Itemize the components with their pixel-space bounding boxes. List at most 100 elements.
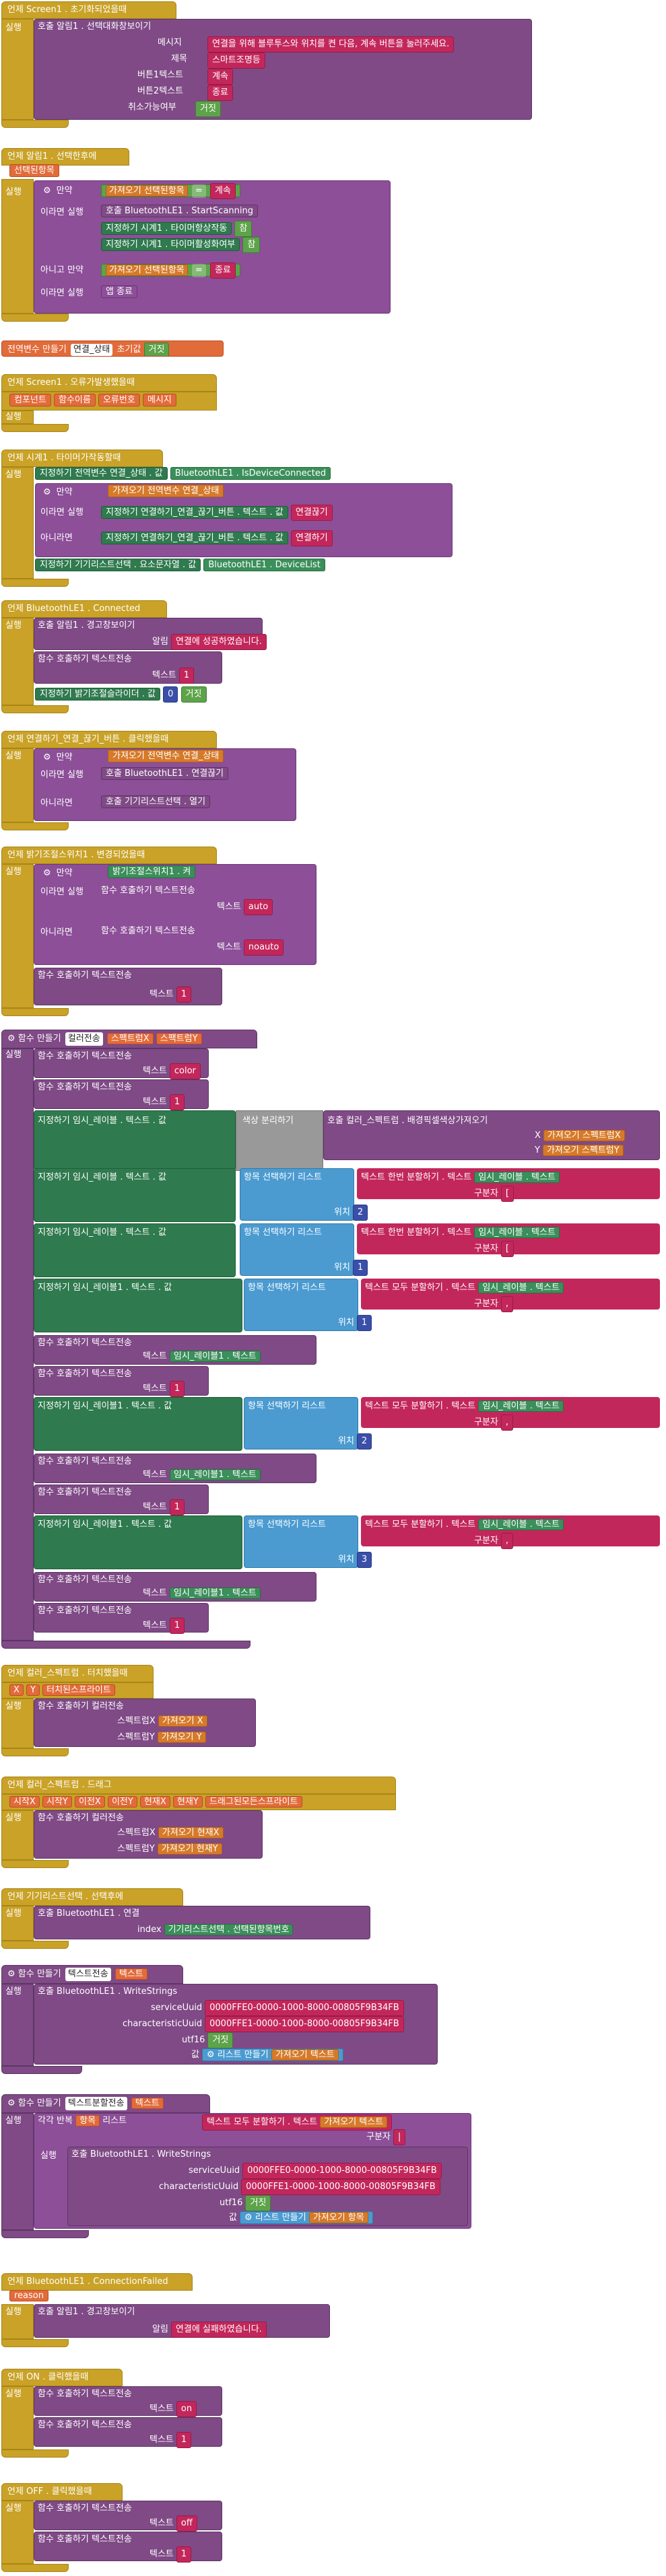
- temp-label1-text[interactable]: 임시_레이블1 . 텍스트: [169, 1587, 261, 1599]
- string-block[interactable]: auto: [243, 899, 273, 915]
- select-list-item[interactable]: [240, 1168, 354, 1221]
- string-block[interactable]: ,: [500, 1296, 514, 1312]
- global-var-connection-state[interactable]: 전역변수 만들기 연결_상태 초기값 거짓: [1, 341, 224, 357]
- gear-icon[interactable]: ⚙: [43, 868, 51, 878]
- param-errornumber[interactable]: 오류번호: [98, 394, 140, 406]
- bool-block[interactable]: 거짓: [195, 101, 221, 117]
- string-block[interactable]: [: [500, 1241, 514, 1257]
- set-timer-enabled[interactable]: 지정하기 시계1 . 타이머활성화여부: [101, 238, 240, 251]
- string-block[interactable]: ,: [500, 1533, 514, 1549]
- param-selected[interactable]: 선택된항목: [9, 164, 59, 177]
- gear-icon[interactable]: ⚙: [7, 2098, 15, 2108]
- call-color-send[interactable]: [34, 1810, 263, 1859]
- event-listpicker-afterpicking[interactable]: 언제 기기리스트선택 . 선택후에: [1, 1888, 183, 1906]
- selection-index[interactable]: 기기리스트선택 . 선택된항목번호: [164, 1924, 294, 1935]
- gear-icon[interactable]: ⚙: [7, 1034, 15, 1044]
- bool-block[interactable]: 참: [234, 221, 253, 237]
- string-block[interactable]: 1: [176, 2432, 192, 2448]
- set-temp-label1[interactable]: [34, 1397, 242, 1451]
- event-notifier-afterchoosing[interactable]: 언제 알림1 . 선택한후에: [1, 148, 129, 166]
- string-block[interactable]: 1: [169, 1499, 185, 1515]
- set-slider[interactable]: 지정하기 밝기조절슬라이더 . 값: [35, 688, 161, 701]
- param-x[interactable]: 스팩트럼X: [106, 1033, 154, 1044]
- temp-label-text[interactable]: 임시_레이블 . 텍스트: [478, 1519, 564, 1530]
- gear-icon[interactable]: ⚙: [43, 186, 51, 196]
- set-button-text[interactable]: 지정하기 연결하기_연결_끊기_버튼 . 텍스트 . 값: [101, 506, 288, 519]
- string-block[interactable]: 1: [169, 1094, 185, 1110]
- string-block[interactable]: 스마트조명등: [207, 52, 265, 69]
- number-block[interactable]: 1: [356, 1315, 372, 1331]
- string-block[interactable]: 연결에 실패하였습니다.: [170, 2322, 267, 2338]
- string-block[interactable]: 1: [178, 668, 195, 684]
- string-block[interactable]: color: [169, 1063, 201, 1079]
- param-prevx[interactable]: 이전X: [74, 1796, 105, 1808]
- select-list-item[interactable]: [244, 1397, 358, 1450]
- get-y[interactable]: 가져오기 Y: [157, 1731, 206, 1743]
- string-block[interactable]: [: [500, 1186, 514, 1202]
- string-block[interactable]: 1: [169, 1618, 185, 1634]
- bt-isconnected[interactable]: BluetoothLE1 . IsDeviceConnected: [170, 467, 331, 480]
- number-block[interactable]: 3: [356, 1552, 372, 1568]
- event-off-click[interactable]: 언제 OFF . 클릭했을때: [1, 2483, 123, 2501]
- bt-devicelist[interactable]: BluetoothLE1 . DeviceList: [203, 559, 325, 571]
- temp-label-text[interactable]: 임시_레이블 . 텍스트: [478, 1282, 564, 1293]
- param-startx[interactable]: 시작X: [9, 1796, 40, 1808]
- param-message[interactable]: 메시지: [142, 394, 176, 406]
- split-color-block[interactable]: [236, 1110, 323, 1171]
- number-block[interactable]: 0: [163, 686, 178, 703]
- string-block[interactable]: 0000FFE0-0000-1000-8000-00805F9B34FB: [242, 2163, 442, 2179]
- get-y[interactable]: 가져오기 스펙트럼Y: [542, 1145, 624, 1156]
- param-prevy[interactable]: 이전Y: [107, 1796, 137, 1808]
- param-text[interactable]: 텍스트: [131, 2098, 164, 2109]
- set-temp-label[interactable]: [34, 1168, 236, 1222]
- call-startscanning[interactable]: 호출 BluetoothLE1 . StartScanning: [101, 205, 258, 217]
- procedure-color-send[interactable]: ⚙ 함수 만들기 컬러전송 스팩트럼X 스팩트럼Y: [1, 1030, 257, 1048]
- string-block[interactable]: 연결끊기: [290, 505, 333, 521]
- string-block[interactable]: 1: [176, 2546, 192, 2563]
- bool-block[interactable]: 거짓: [245, 2195, 271, 2211]
- param-text[interactable]: 텍스트: [114, 1968, 147, 1980]
- param-x[interactable]: X: [9, 1684, 24, 1696]
- number-block[interactable]: 2: [356, 1433, 372, 1450]
- set-global-conn[interactable]: 지정하기 전역변수 연결_상태 . 값: [35, 467, 168, 480]
- param-function[interactable]: 함수이름: [53, 394, 96, 406]
- var-name-field[interactable]: 연결_상태: [71, 344, 113, 356]
- get-selected[interactable]: 가져오기 선택된항목: [106, 264, 188, 276]
- bool-block[interactable]: 참: [242, 237, 261, 253]
- param-component[interactable]: 컴포넌트: [9, 394, 51, 406]
- string-block[interactable]: 종료: [207, 85, 233, 101]
- string-block[interactable]: off: [176, 2515, 197, 2532]
- temp-label-text[interactable]: 임시_레이블 . 텍스트: [474, 1227, 560, 1238]
- temp-label-text[interactable]: 임시_레이블 . 텍스트: [478, 1400, 564, 1412]
- event-screen1-initialize[interactable]: 언제 Screen1 . 초기화되었을때: [1, 1, 176, 19]
- gear-icon[interactable]: ⚙: [206, 2050, 215, 2060]
- call-choose-dialog[interactable]: [34, 19, 532, 120]
- procedure-send-text[interactable]: ⚙ 함수 만들기 텍스트전송 텍스트: [1, 1965, 183, 1984]
- proc-name-field[interactable]: 텍스트분할전송: [65, 2097, 127, 2110]
- event-bt-connected[interactable]: 언제 BluetoothLE1 . Connected: [1, 600, 167, 618]
- set-temp-label1[interactable]: [34, 1515, 242, 1569]
- gear-icon[interactable]: ⚙: [43, 487, 51, 497]
- set-timer-always[interactable]: 지정하기 시계1 . 타이머항상작동: [101, 222, 232, 235]
- event-canvas-dragged[interactable]: 언제 컬러_스펙트럼 . 드래그: [1, 1777, 396, 1794]
- param-reason[interactable]: reason: [9, 2290, 48, 2301]
- string-block[interactable]: 1: [169, 1381, 185, 1397]
- proc-name-field[interactable]: 컬러전송: [65, 1032, 103, 1046]
- bool-block[interactable]: 거짓: [143, 343, 170, 356]
- string-block[interactable]: 0000FFE0-0000-1000-8000-00805F9B34FB: [205, 2000, 404, 2016]
- temp-label1-text[interactable]: 임시_레이블1 . 텍스트: [169, 1469, 261, 1480]
- get-global-conn[interactable]: 가져오기 전역변수 연결_상태: [108, 750, 224, 762]
- string-block[interactable]: 연결을 위해 블루투스와 위치를 켠 다음, 계속 버튼을 눌러주세요.: [207, 36, 455, 52]
- string-block[interactable]: 0000FFE1-0000-1000-8000-00805F9B34FB: [241, 2179, 440, 2195]
- get-global-conn[interactable]: 가져오기 전역변수 연결_상태: [108, 485, 224, 497]
- param-dragged-sprite[interactable]: 드래그된모든스프라이트: [205, 1796, 302, 1808]
- event-on-click[interactable]: 언제 ON . 클릭했을때: [1, 2369, 123, 2386]
- get-text[interactable]: 가져오기 텍스트: [271, 2049, 339, 2061]
- eq-op[interactable]: =: [191, 184, 206, 198]
- string-block[interactable]: 종료: [209, 262, 236, 279]
- string-block[interactable]: 연결에 성공하였습니다.: [170, 634, 267, 650]
- string-block[interactable]: noauto: [243, 939, 284, 956]
- param-currentx[interactable]: 현재X: [139, 1796, 170, 1808]
- string-block[interactable]: |: [393, 2129, 406, 2145]
- gear-icon[interactable]: ⚙: [7, 1969, 15, 1979]
